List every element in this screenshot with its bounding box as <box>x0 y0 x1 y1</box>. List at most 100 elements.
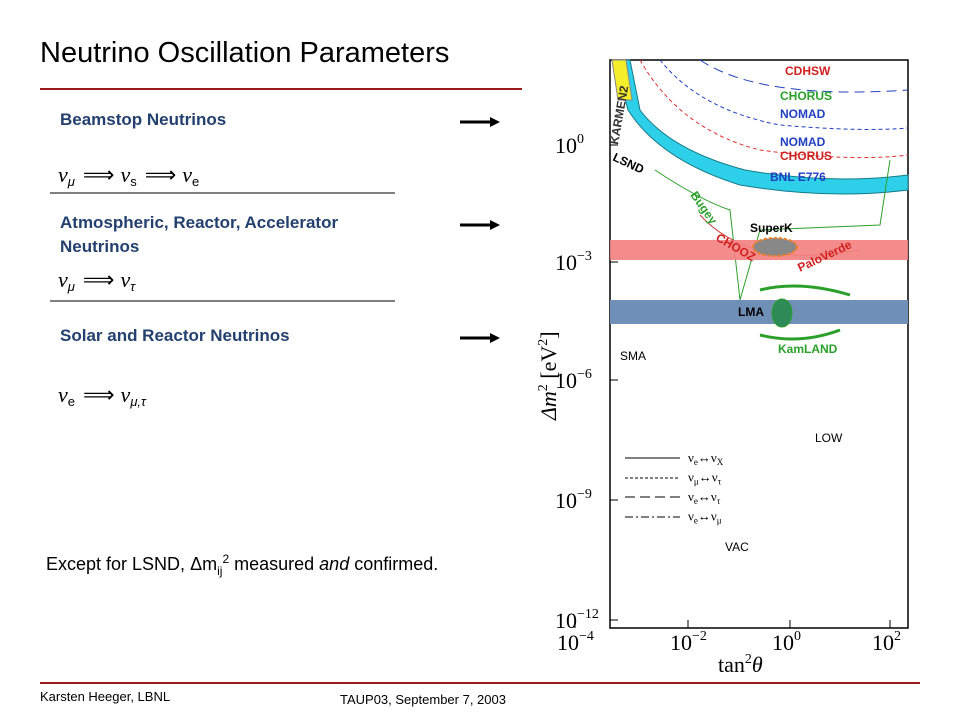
nu: ν <box>711 450 717 465</box>
subscript: s <box>130 174 137 189</box>
tick-exp: −6 <box>577 367 592 382</box>
y-tick-label: 10−3 <box>555 249 592 275</box>
text: Δm <box>536 391 561 421</box>
sub: τ <box>718 477 722 487</box>
text: Except for LSND, <box>46 554 190 574</box>
text: confirmed. <box>349 554 438 574</box>
section-heading: Neutrinos <box>60 237 139 256</box>
tick-base: 10 <box>670 630 692 655</box>
text: measured <box>229 554 319 574</box>
y-tick-label: 10−6 <box>555 367 592 393</box>
statement: Except for LSND, Δmij2 measured and conf… <box>46 552 438 578</box>
sub: τ <box>717 496 721 506</box>
symbol: ν <box>58 382 68 407</box>
symbol: ν <box>182 162 192 187</box>
nu: ν <box>711 489 717 504</box>
superscript: 2 <box>222 552 229 566</box>
emphasis: and <box>319 554 350 574</box>
footer-event: TAUP03, September 7, 2003 <box>340 692 506 707</box>
sub: μ <box>717 516 722 526</box>
subscript: τ <box>130 279 136 294</box>
tick-base: 10 <box>555 368 577 393</box>
arrow: ↔ <box>698 509 711 524</box>
subscript: μ,τ <box>129 394 147 409</box>
tick-exp: 0 <box>794 629 801 644</box>
footer-author: Karsten Heeger, LBNL <box>40 689 170 704</box>
plot-label: NOMAD <box>780 135 826 149</box>
plot-label: LMA <box>738 305 764 319</box>
nu: ν <box>688 470 694 485</box>
legend-entry: νe↔νμ <box>688 509 722 526</box>
plot-label: NOMAD <box>780 107 826 121</box>
plot-label: CHORUS <box>780 89 832 103</box>
tick-base: 10 <box>555 133 577 158</box>
arrow-head <box>490 117 500 127</box>
section-heading: Beamstop Neutrinos <box>60 110 226 129</box>
arrow-head <box>490 333 500 343</box>
symbol: ⟹ <box>83 267 115 292</box>
sup: 2 <box>536 384 551 391</box>
text: tan <box>718 652 745 677</box>
nu: ν <box>712 470 718 485</box>
arrow: ↔ <box>699 470 712 485</box>
arrow: ↔ <box>698 450 711 465</box>
symbol: ⟹ <box>83 382 115 407</box>
nu: ν <box>688 489 694 504</box>
y-axis-label: Δm2 [eV2] <box>536 331 561 421</box>
y-tick-label: 10−12 <box>555 607 599 633</box>
formula: νμν⟹νsν⟹νeν <box>58 162 199 189</box>
tick-base: 10 <box>872 630 894 655</box>
sub: X <box>717 457 724 467</box>
symbol: ν <box>58 267 68 292</box>
plot-label: LOW <box>815 431 843 445</box>
formula: νμν⟹ντν <box>58 267 136 294</box>
tick-base: 10 <box>555 608 577 633</box>
section-heading: Solar and Reactor Neutrinos <box>60 326 290 345</box>
plot <box>522 56 920 680</box>
x-tick-label: 10−4 <box>557 629 594 655</box>
y-tick-label: 100 <box>555 132 584 158</box>
text: [eV <box>536 346 561 385</box>
tick-exp: 2 <box>894 629 901 644</box>
plot-label: CHORUS <box>780 149 832 163</box>
arrow: ↔ <box>698 489 711 504</box>
x-tick-label: 102 <box>872 629 901 655</box>
tick-exp: −3 <box>577 249 592 264</box>
symbol: ν <box>121 382 131 407</box>
sup: 2 <box>745 652 752 667</box>
x-tick-label: 100 <box>772 629 801 655</box>
section-heading: Atmospheric, Reactor, Accelerator <box>60 213 338 232</box>
x-tick-label: 10−2 <box>670 629 707 655</box>
subscript: e <box>68 394 75 409</box>
tick-exp: −2 <box>692 629 707 644</box>
tick-exp: 0 <box>577 132 584 147</box>
y-tick-label: 10−9 <box>555 487 592 513</box>
plot-label: VAC <box>725 540 749 554</box>
formula: νeν⟹νμ,τν <box>58 382 147 409</box>
plot-label: BNL E776 <box>770 170 826 184</box>
symbol: ν <box>120 162 130 187</box>
tick-base: 10 <box>772 630 794 655</box>
x-axis-label: tan2θ <box>718 652 763 677</box>
symbol: ν <box>58 162 68 187</box>
plot-label: SMA <box>620 349 646 363</box>
symbol: ν <box>120 267 130 292</box>
nu: ν <box>688 450 694 465</box>
nu: ν <box>688 509 694 524</box>
sub: μ <box>694 477 699 487</box>
subscript: μ <box>67 174 75 189</box>
tick-base: 10 <box>555 250 577 275</box>
sub: e <box>694 516 698 526</box>
tick-exp: −4 <box>579 629 594 644</box>
title: Neutrino Oscillation Parameters <box>40 37 449 69</box>
sub: e <box>694 457 698 467</box>
tick-base: 10 <box>557 630 579 655</box>
subscript: μ <box>67 279 75 294</box>
text: m <box>202 554 217 574</box>
sub: e <box>694 496 698 506</box>
tick-exp: −12 <box>577 607 599 622</box>
symbol: ⟹ <box>145 162 177 187</box>
plot-label: CDHSW <box>785 64 831 78</box>
legend-entry: νe↔ντ <box>688 489 721 506</box>
